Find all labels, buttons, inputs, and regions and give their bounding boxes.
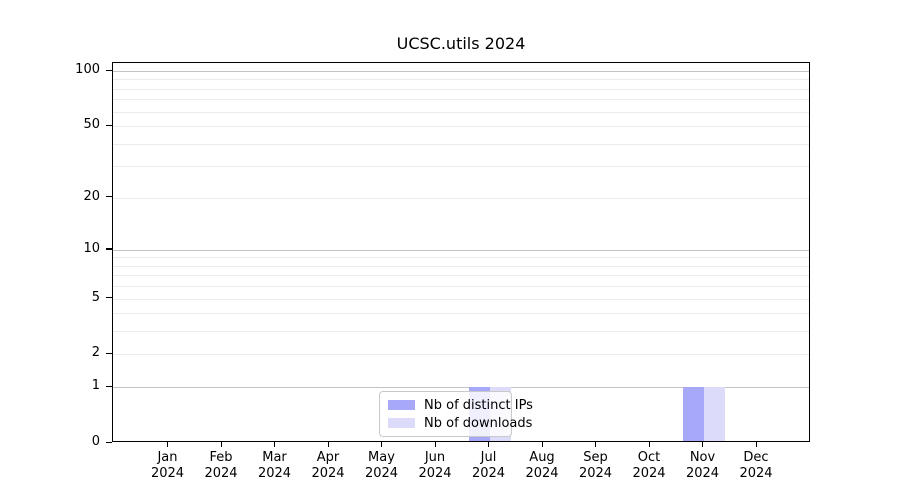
x-tick-label-month: Sep bbox=[583, 450, 608, 465]
gridline-minor bbox=[113, 88, 809, 90]
y-tick-label: 20 bbox=[83, 188, 100, 204]
x-tick-label-year: 2024 bbox=[578, 466, 613, 481]
plot-area: Nb of distinct IPs Nb of downloads bbox=[112, 62, 810, 442]
legend-row-downloads: Nb of downloads bbox=[388, 416, 532, 431]
gridline-minor bbox=[113, 265, 809, 267]
x-tick-mark bbox=[381, 442, 383, 447]
x-tick-mark bbox=[327, 442, 329, 447]
gridline-minor bbox=[113, 143, 809, 145]
x-tick-label-month: Aug bbox=[529, 450, 555, 465]
x-tick-label: Jun 2024 bbox=[403, 450, 467, 482]
x-tick-label-month: Oct bbox=[637, 450, 661, 465]
gridline-minor bbox=[113, 111, 809, 113]
gridline-major bbox=[113, 197, 809, 199]
x-tick-label: Nov 2024 bbox=[671, 450, 735, 482]
y-tick-label: 5 bbox=[91, 289, 100, 305]
gridline-major bbox=[113, 354, 809, 356]
x-tick-label-month: Jun bbox=[424, 450, 446, 465]
x-tick-label-year: 2024 bbox=[418, 466, 452, 481]
y-tick-mark bbox=[106, 248, 112, 250]
x-tick-label-year: 2024 bbox=[471, 466, 506, 481]
x-tick-label: Oct 2024 bbox=[617, 450, 681, 482]
x-tick-mark bbox=[755, 442, 757, 447]
y-tick-mark bbox=[106, 196, 112, 198]
y-tick-mark bbox=[106, 352, 112, 355]
x-tick-label-year: 2024 bbox=[204, 466, 238, 481]
x-tick-mark bbox=[167, 442, 169, 447]
x-tick-mark bbox=[434, 442, 436, 447]
x-tick-label-year: 2024 bbox=[364, 466, 399, 481]
x-tick-label-month: Jul bbox=[480, 450, 497, 465]
y-tick-label: 100 bbox=[75, 62, 100, 77]
x-tick-label-month: Mar bbox=[262, 450, 287, 465]
x-tick-label-year: 2024 bbox=[311, 466, 345, 481]
y-tick-label: 2 bbox=[91, 345, 100, 361]
x-tick-mark bbox=[595, 442, 597, 447]
x-tick-mark bbox=[488, 442, 490, 447]
legend-row-distinct-ips: Nb of distinct IPs bbox=[388, 398, 533, 413]
gridline-minor bbox=[113, 331, 809, 333]
x-tick-label: Mar 2024 bbox=[243, 450, 307, 482]
gridline-major bbox=[113, 298, 809, 300]
x-tick-label: Feb 2024 bbox=[189, 450, 253, 482]
x-tick-label: Aug 2024 bbox=[510, 450, 574, 482]
x-tick-label-year: 2024 bbox=[739, 466, 773, 481]
gridline-minor bbox=[113, 257, 809, 259]
gridline-minor bbox=[113, 79, 809, 81]
x-tick-mark bbox=[702, 442, 704, 447]
legend-swatch-distinct-ips bbox=[388, 400, 415, 410]
x-tick-label-month: Apr bbox=[316, 450, 340, 465]
y-tick-label: 10 bbox=[83, 240, 100, 256]
x-tick-label-month: May bbox=[368, 450, 395, 465]
gridline-minor bbox=[113, 286, 809, 288]
x-tick-label-month: Dec bbox=[743, 450, 769, 465]
x-tick-mark bbox=[274, 442, 276, 447]
gridline-major bbox=[113, 126, 809, 128]
legend-label-downloads: Nb of downloads bbox=[424, 415, 533, 431]
gridline-minor bbox=[113, 166, 809, 168]
y-tick-mark bbox=[106, 441, 112, 443]
x-tick-mark bbox=[648, 442, 650, 447]
x-tick-label-year: 2024 bbox=[150, 466, 185, 481]
y-tick-label: 1 bbox=[91, 378, 100, 394]
x-tick-label-year: 2024 bbox=[525, 466, 559, 481]
gridline-minor bbox=[113, 99, 809, 101]
y-tick-label: 0 bbox=[91, 434, 100, 449]
x-tick-label-year: 2024 bbox=[632, 466, 666, 481]
x-tick-label: Jul 2024 bbox=[457, 450, 521, 482]
y-tick-mark bbox=[106, 69, 112, 71]
gridline-major bbox=[113, 249, 809, 251]
chart-title: UCSC.utils 2024 bbox=[396, 34, 526, 53]
x-tick-label: Apr 2024 bbox=[296, 450, 360, 482]
x-tick-mark bbox=[541, 442, 543, 447]
y-tick-label: 50 bbox=[83, 117, 100, 133]
x-tick-label: Dec 2024 bbox=[724, 450, 788, 482]
x-tick-label-year: 2024 bbox=[685, 466, 720, 481]
gridline-minor bbox=[113, 313, 809, 315]
gridline-minor bbox=[113, 275, 809, 277]
y-tick-mark bbox=[106, 124, 112, 126]
y-tick-mark bbox=[106, 385, 112, 387]
x-tick-label: Sep 2024 bbox=[564, 450, 628, 482]
gridline-major bbox=[113, 71, 809, 72]
gridline-major bbox=[113, 387, 809, 389]
x-tick-label: Jan 2024 bbox=[136, 450, 200, 482]
legend: Nb of distinct IPs Nb of downloads bbox=[379, 391, 533, 437]
x-tick-mark bbox=[220, 442, 222, 447]
x-tick-label-year: 2024 bbox=[257, 466, 292, 481]
legend-swatch-downloads bbox=[388, 418, 415, 428]
x-tick-label-month: Jan bbox=[157, 450, 178, 465]
x-tick-label: May 2024 bbox=[350, 450, 414, 482]
x-tick-label-month: Feb bbox=[209, 450, 233, 465]
legend-label-distinct-ips: Nb of distinct IPs bbox=[424, 397, 533, 413]
x-tick-label-month: Nov bbox=[689, 450, 716, 465]
y-tick-mark bbox=[106, 297, 112, 299]
bar-downloads-nov bbox=[703, 387, 725, 442]
bar-distinct-ips-nov bbox=[682, 387, 704, 442]
